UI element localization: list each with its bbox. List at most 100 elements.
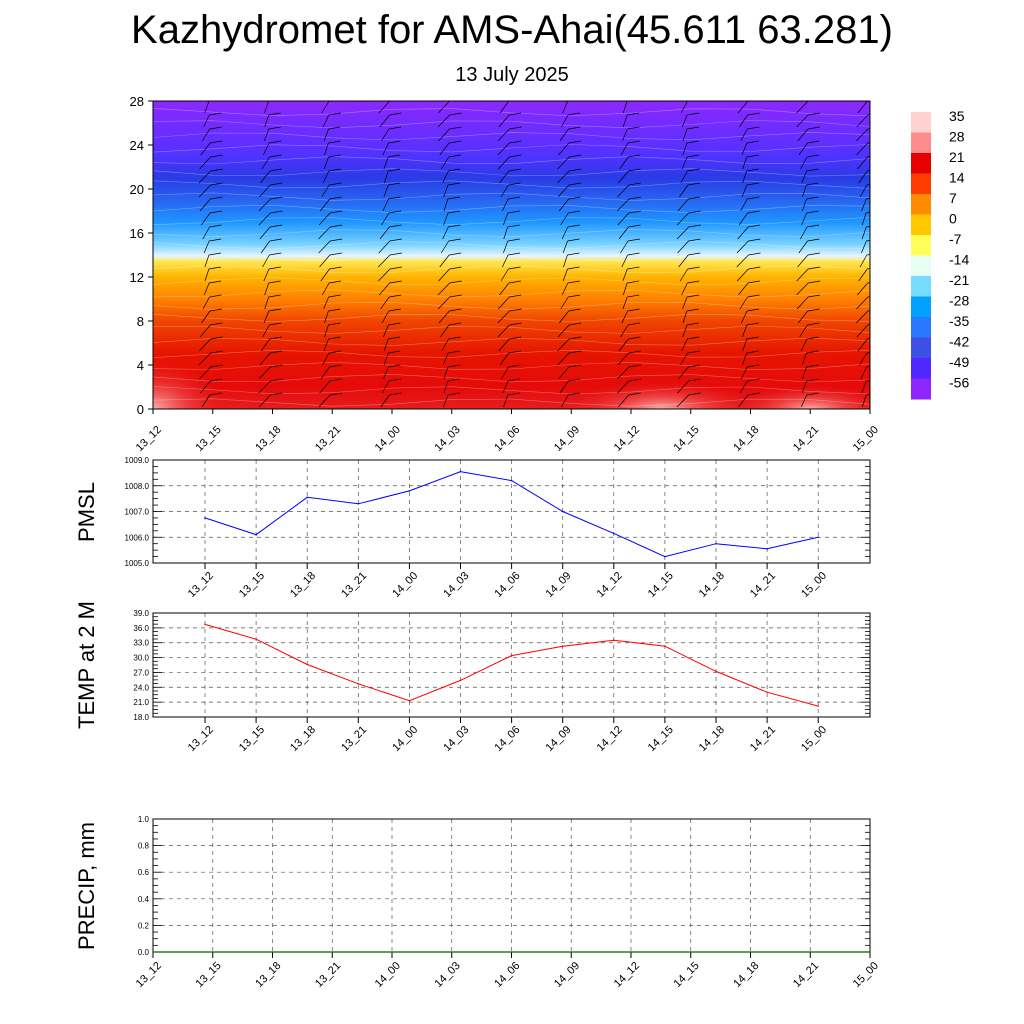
contour-line — [153, 156, 870, 165]
pmsl-point — [715, 542, 717, 545]
wind-barb — [857, 338, 870, 352]
wind-barb — [379, 280, 402, 296]
hotspot — [153, 359, 225, 409]
wind-barb — [861, 394, 870, 408]
temp-point — [766, 691, 768, 694]
wind-barb — [679, 182, 701, 198]
wind-barb — [380, 392, 402, 408]
wind-barb — [857, 101, 870, 114]
wind-barb — [200, 140, 223, 156]
colorbar-label: -7 — [949, 231, 962, 247]
wind-barb — [680, 101, 690, 114]
y-tick-label: 21.0 — [133, 698, 149, 707]
wind-barb — [861, 198, 870, 212]
wind-barb — [437, 280, 462, 296]
colorbar-label: -21 — [949, 272, 969, 288]
wind-barb — [682, 322, 700, 338]
wind-barb — [618, 168, 641, 184]
x-tick-label: 14_12 — [612, 424, 642, 454]
wind-barb — [502, 196, 521, 212]
wind-barb — [438, 308, 462, 324]
x-tick-label: 13_18 — [253, 424, 283, 454]
wind-barb — [617, 196, 641, 212]
y-tick-label: 1.0 — [138, 815, 150, 824]
wind-barb — [199, 196, 223, 212]
wind-barb — [443, 196, 460, 212]
colorbar-label: 28 — [949, 129, 965, 145]
colorbar-swatch — [911, 317, 931, 338]
wind-barb — [558, 308, 581, 324]
colorbar-swatch — [911, 276, 931, 297]
wind-barb — [321, 182, 342, 198]
wind-barb — [737, 266, 761, 282]
pmsl-ylabel: PMSL — [74, 482, 99, 542]
x-tick-label: 13_21 — [339, 724, 369, 754]
wind-barb — [324, 322, 341, 338]
wind-barb — [322, 280, 342, 296]
contour-line — [153, 120, 870, 129]
wind-barb — [859, 184, 870, 198]
wind-barb — [383, 336, 401, 352]
wind-barb — [618, 336, 641, 352]
contour-line — [153, 374, 870, 383]
y-tick-label: 1005.0 — [125, 559, 150, 568]
x-tick-label: 13_18 — [288, 570, 318, 600]
wind-barb — [796, 280, 821, 296]
wind-barb — [798, 140, 820, 156]
wind-barb — [681, 336, 700, 352]
wind-barb — [198, 350, 223, 366]
x-tick-label: 14_18 — [731, 424, 761, 454]
x-tick-label: 14_15 — [672, 960, 702, 990]
wind-barb — [801, 378, 819, 394]
wind-barb — [381, 308, 401, 324]
wind-barb — [682, 126, 699, 142]
y-tick-label: 16 — [130, 226, 144, 241]
wind-barb — [622, 112, 640, 128]
y-tick-label: 36.0 — [133, 624, 149, 633]
wind-barb — [858, 170, 870, 184]
wind-barb — [503, 238, 520, 254]
wind-barb — [264, 126, 281, 142]
x-tick-label: 14_15 — [672, 424, 702, 454]
wind-barb — [676, 224, 701, 240]
x-tick-label: 14_09 — [552, 424, 582, 454]
wind-barb — [323, 336, 341, 352]
x-tick-label: 14_12 — [595, 570, 625, 600]
wind-barb — [741, 364, 760, 380]
wind-barb — [382, 140, 401, 156]
wind-barb — [801, 210, 819, 226]
wind-barb — [741, 308, 760, 324]
temp-point — [357, 683, 360, 685]
pmsl-point — [204, 517, 206, 519]
x-tick-label: 13_21 — [313, 424, 343, 454]
wind-barb — [501, 364, 521, 380]
x-tick-label: 15_00 — [799, 570, 829, 600]
wind-barb — [203, 238, 222, 254]
wind-barbs — [198, 101, 870, 408]
wind-barb — [619, 154, 641, 170]
wind-barb — [801, 168, 819, 184]
wind-barb — [324, 308, 341, 324]
wind-barb — [562, 101, 570, 114]
wind-barb — [263, 266, 281, 282]
y-tick-label: 20 — [130, 182, 144, 197]
pmsl-point — [664, 555, 666, 558]
wind-barb — [437, 294, 462, 310]
wind-barb — [201, 392, 222, 408]
x-tick-label: 15_00 — [799, 724, 829, 754]
wind-barb — [558, 364, 581, 380]
temp-point — [561, 645, 564, 647]
wind-barb — [443, 364, 460, 380]
wind-barb — [264, 101, 271, 114]
wind-barb — [502, 252, 521, 268]
wind-barb — [622, 126, 640, 142]
pmsl-point — [357, 502, 360, 505]
wind-barb — [620, 238, 641, 254]
y-tick-label: 0.8 — [138, 842, 150, 851]
y-tick-label: 0.2 — [138, 921, 150, 930]
wind-barb — [199, 336, 223, 352]
wind-barb — [561, 280, 580, 296]
colorbar-swatch — [911, 235, 931, 256]
x-tick-label: 14_00 — [373, 424, 403, 454]
wind-barb — [620, 322, 641, 338]
